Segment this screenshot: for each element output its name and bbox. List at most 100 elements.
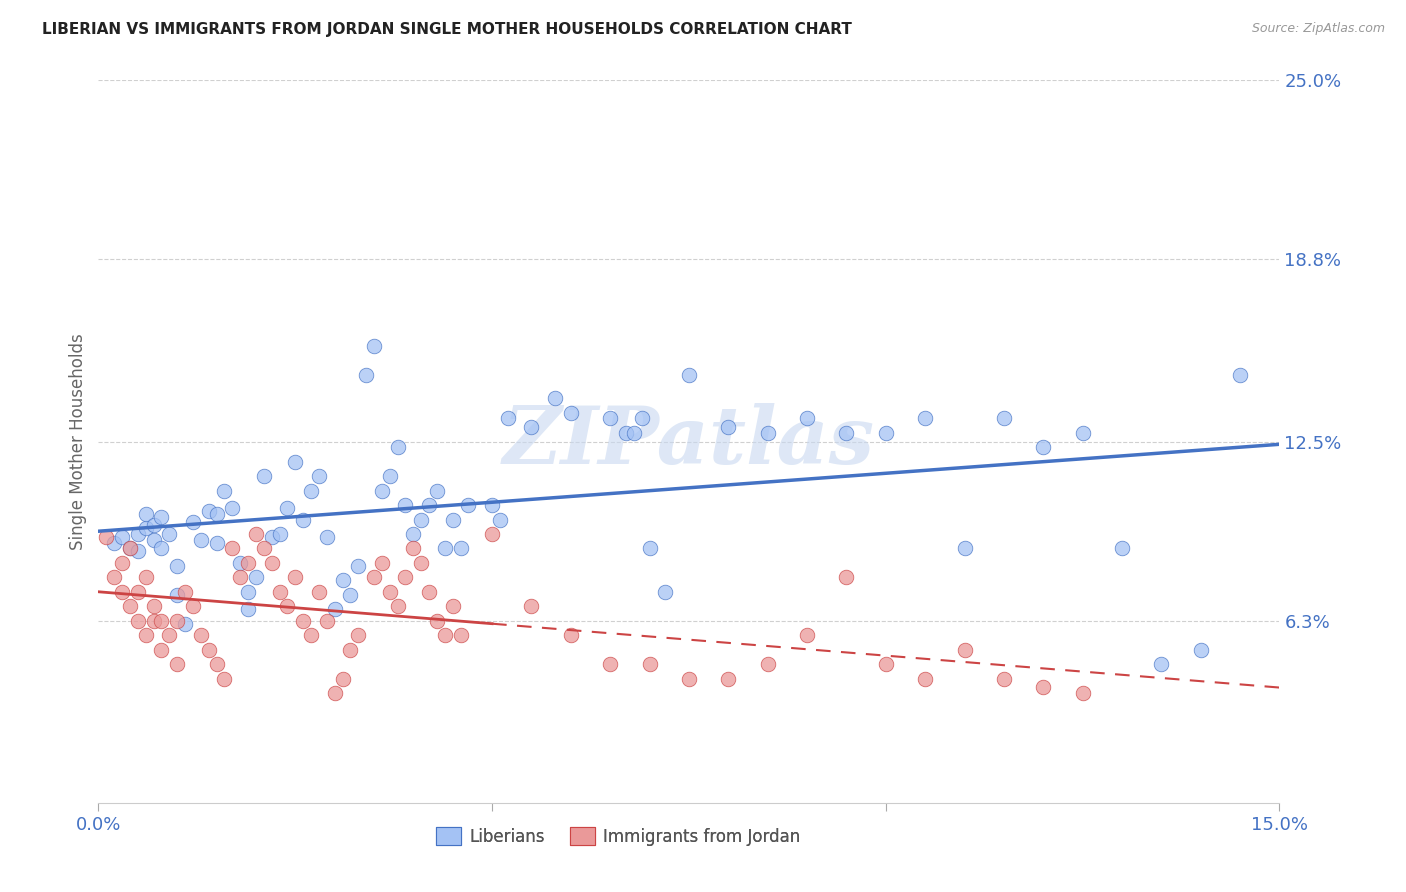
Point bbox=[111, 584, 134, 599]
Point bbox=[489, 512, 512, 526]
Point bbox=[875, 425, 897, 440]
Point bbox=[411, 556, 433, 570]
Point bbox=[205, 507, 228, 521]
Point bbox=[433, 541, 456, 556]
Point bbox=[111, 530, 134, 544]
Text: LIBERIAN VS IMMIGRANTS FROM JORDAN SINGLE MOTHER HOUSEHOLDS CORRELATION CHART: LIBERIAN VS IMMIGRANTS FROM JORDAN SINGL… bbox=[42, 22, 852, 37]
Point bbox=[253, 469, 276, 483]
Point bbox=[142, 614, 165, 628]
Point bbox=[481, 498, 503, 512]
Point bbox=[150, 509, 173, 524]
Point bbox=[599, 411, 621, 425]
Point bbox=[450, 541, 472, 556]
Point bbox=[260, 530, 283, 544]
Point bbox=[418, 584, 440, 599]
Y-axis label: Single Mother Households: Single Mother Households bbox=[69, 334, 87, 549]
Point bbox=[378, 469, 401, 483]
Point bbox=[363, 570, 385, 584]
Point bbox=[229, 556, 252, 570]
Point bbox=[236, 584, 259, 599]
Legend: Liberians, Immigrants from Jordan: Liberians, Immigrants from Jordan bbox=[429, 821, 807, 852]
Point bbox=[205, 535, 228, 549]
Point bbox=[426, 483, 449, 498]
Point bbox=[276, 599, 298, 614]
Point bbox=[654, 584, 676, 599]
Point bbox=[796, 411, 818, 425]
Point bbox=[111, 556, 134, 570]
Point bbox=[638, 541, 661, 556]
Point bbox=[914, 672, 936, 686]
Point bbox=[347, 558, 370, 573]
Point bbox=[276, 501, 298, 516]
Point bbox=[993, 672, 1015, 686]
Point bbox=[197, 504, 219, 518]
Point bbox=[221, 541, 243, 556]
Point bbox=[756, 657, 779, 671]
Point bbox=[214, 483, 236, 498]
Point bbox=[496, 411, 519, 425]
Point bbox=[236, 602, 259, 616]
Point bbox=[1150, 657, 1173, 671]
Point bbox=[166, 588, 188, 602]
Point bbox=[284, 455, 307, 469]
Point bbox=[103, 535, 125, 549]
Point bbox=[1189, 642, 1212, 657]
Point bbox=[157, 628, 180, 642]
Point bbox=[118, 541, 141, 556]
Point bbox=[756, 425, 779, 440]
Point bbox=[229, 570, 252, 584]
Point bbox=[457, 498, 479, 512]
Point bbox=[433, 628, 456, 642]
Point bbox=[135, 521, 157, 535]
Point bbox=[127, 544, 149, 558]
Point bbox=[371, 556, 394, 570]
Point bbox=[118, 599, 141, 614]
Point bbox=[166, 657, 188, 671]
Point bbox=[441, 512, 464, 526]
Point bbox=[363, 339, 385, 353]
Point bbox=[411, 512, 433, 526]
Point bbox=[308, 469, 330, 483]
Point bbox=[323, 602, 346, 616]
Point bbox=[418, 498, 440, 512]
Point bbox=[630, 411, 652, 425]
Point bbox=[450, 628, 472, 642]
Point bbox=[269, 584, 291, 599]
Point bbox=[197, 642, 219, 657]
Point bbox=[339, 588, 361, 602]
Point bbox=[269, 527, 291, 541]
Point bbox=[221, 501, 243, 516]
Point bbox=[347, 628, 370, 642]
Point bbox=[544, 391, 567, 405]
Point bbox=[599, 657, 621, 671]
Point bbox=[127, 527, 149, 541]
Point bbox=[426, 614, 449, 628]
Point bbox=[150, 642, 173, 657]
Point bbox=[190, 628, 212, 642]
Point bbox=[245, 570, 267, 584]
Point bbox=[205, 657, 228, 671]
Point bbox=[441, 599, 464, 614]
Point bbox=[127, 584, 149, 599]
Point bbox=[292, 614, 315, 628]
Point bbox=[236, 556, 259, 570]
Point bbox=[1032, 680, 1054, 694]
Point bbox=[150, 614, 173, 628]
Point bbox=[394, 498, 416, 512]
Point bbox=[181, 599, 204, 614]
Point bbox=[1111, 541, 1133, 556]
Point bbox=[953, 541, 976, 556]
Point bbox=[214, 672, 236, 686]
Point bbox=[623, 425, 645, 440]
Point bbox=[835, 425, 858, 440]
Point bbox=[1229, 368, 1251, 382]
Point bbox=[332, 672, 354, 686]
Point bbox=[678, 672, 700, 686]
Point bbox=[323, 686, 346, 700]
Point bbox=[135, 507, 157, 521]
Point bbox=[135, 570, 157, 584]
Point bbox=[150, 541, 173, 556]
Point bbox=[614, 425, 637, 440]
Point bbox=[520, 420, 543, 434]
Point bbox=[142, 533, 165, 547]
